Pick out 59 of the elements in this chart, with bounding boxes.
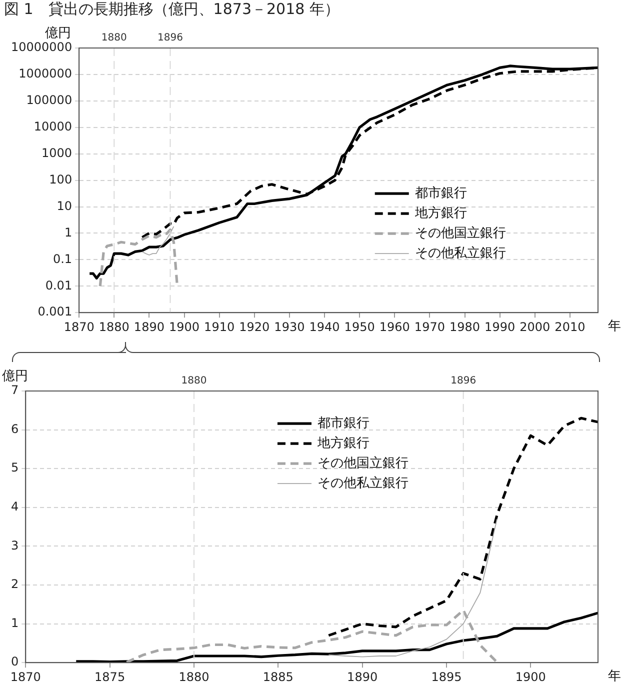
x-axis-title: 年 — [608, 318, 621, 334]
y-tick-label: 1 — [64, 225, 72, 240]
x-axis-title: 年 — [608, 668, 621, 684]
y-axis-title: 億円 — [2, 368, 28, 384]
legend-label: 都市銀行 — [317, 416, 370, 431]
y-tick-label: 0.001 — [38, 304, 72, 319]
ref-line-label: 1880 — [181, 376, 207, 387]
x-tick-label: 1885 — [262, 670, 294, 684]
x-tick-label: 1960 — [379, 320, 410, 334]
x-tick-label: 1880 — [98, 320, 130, 334]
x-tick-label: 1930 — [274, 320, 305, 334]
x-tick-label: 1890 — [134, 320, 164, 334]
ref-line-label: 1896 — [158, 32, 183, 44]
y-tick-label: 1000 — [42, 146, 72, 160]
y-tick-label: 1000000 — [18, 66, 72, 81]
y-tick-label: 3 — [10, 538, 19, 552]
x-tick-label: 1920 — [239, 320, 270, 334]
x-tick-label: 2010 — [554, 320, 586, 334]
y-tick-label: 0 — [10, 654, 19, 669]
y-tick-label: 7 — [10, 383, 19, 398]
y-tick-label: 2 — [10, 577, 19, 592]
ref-line-label: 1896 — [450, 376, 476, 387]
legend-label: その他国立銀行 — [317, 454, 408, 471]
y-tick-label: 6 — [10, 422, 19, 436]
x-tick-label: 1870 — [64, 320, 94, 334]
x-tick-label: 1900 — [515, 670, 546, 684]
x-tick-label: 1980 — [449, 320, 480, 334]
legend-label: 地方銀行 — [316, 434, 370, 451]
chart-title: 図 1 貸出の長期推移（億円、1873－2018 年） — [4, 0, 340, 19]
x-tick-label: 1900 — [168, 320, 200, 334]
x-tick-label: 1970 — [414, 320, 445, 334]
y-tick-label: 4 — [10, 500, 19, 514]
x-tick-label: 1870 — [10, 670, 41, 684]
legend-label: その他私立銀行 — [317, 474, 408, 491]
legend-label: その他私立銀行 — [414, 244, 506, 261]
y-tick-label: 10000000 — [11, 40, 72, 54]
x-tick-label: 1890 — [347, 670, 378, 684]
line-series — [98, 228, 179, 288]
y-tick-label: 0.1 — [52, 252, 72, 266]
y-tick-label: 1 — [10, 616, 19, 630]
y-tick-label: 0.01 — [45, 278, 72, 292]
ref-line-label: 1880 — [101, 32, 127, 44]
legend-label: 都市銀行 — [414, 186, 467, 201]
x-tick-label: 1880 — [178, 670, 210, 684]
x-tick-label: 2000 — [520, 320, 550, 334]
x-tick-label: 1940 — [309, 320, 340, 334]
x-tick-label: 1875 — [94, 670, 126, 684]
legend-label: 地方銀行 — [414, 204, 467, 221]
legend-label: その他国立銀行 — [414, 224, 506, 241]
x-tick-label: 1950 — [344, 320, 375, 334]
y-tick-label: 100 — [49, 172, 72, 186]
x-tick-label: 1990 — [484, 320, 516, 334]
y-tick-label: 100000 — [26, 93, 72, 108]
y-axis-title: 億円 — [45, 26, 72, 41]
x-tick-label: 1910 — [204, 320, 235, 334]
y-tick-label: 5 — [10, 460, 19, 475]
y-tick-label: 10000 — [34, 120, 72, 134]
y-tick-label: 10 — [56, 198, 72, 213]
x-tick-label: 1895 — [431, 670, 462, 684]
